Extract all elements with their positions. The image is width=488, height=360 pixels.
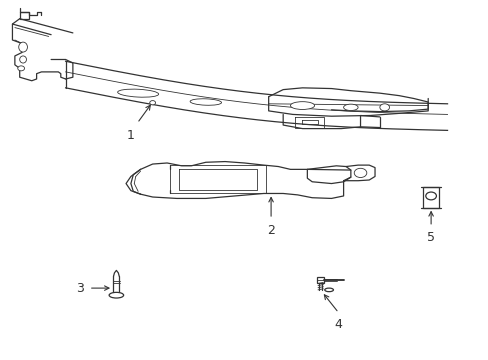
Circle shape [149, 100, 155, 105]
Polygon shape [316, 278, 324, 283]
Ellipse shape [324, 288, 333, 292]
Polygon shape [20, 12, 29, 19]
Ellipse shape [20, 56, 26, 63]
Text: 5: 5 [426, 231, 434, 244]
Text: 2: 2 [266, 224, 274, 237]
Text: 3: 3 [76, 282, 84, 294]
Ellipse shape [109, 292, 123, 298]
Ellipse shape [343, 104, 357, 111]
Ellipse shape [290, 102, 314, 109]
Circle shape [353, 168, 366, 177]
Circle shape [379, 104, 389, 111]
Ellipse shape [118, 89, 158, 97]
Text: 1: 1 [127, 129, 135, 141]
Polygon shape [140, 162, 350, 194]
Ellipse shape [190, 99, 221, 105]
Text: 4: 4 [334, 318, 342, 330]
Ellipse shape [19, 42, 27, 52]
Polygon shape [423, 187, 438, 208]
Circle shape [425, 192, 435, 200]
Circle shape [18, 66, 24, 71]
